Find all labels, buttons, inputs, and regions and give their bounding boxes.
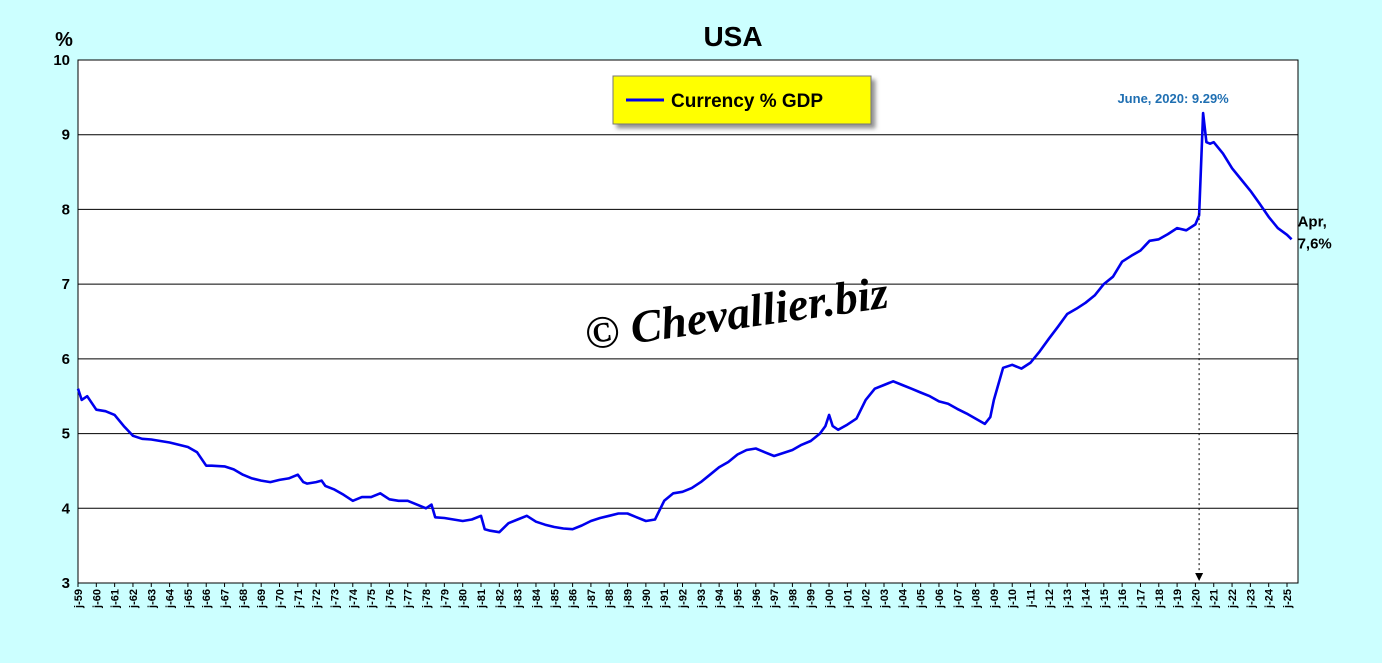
x-tick-label: j-60 (91, 589, 103, 609)
x-tick-label: j-94 (714, 588, 726, 609)
x-tick-label: j-80 (458, 589, 470, 609)
x-tick-label: j-17 (1135, 589, 1147, 609)
x-tick-label: j-91 (659, 589, 671, 609)
peak-arrow-head (1195, 573, 1204, 581)
x-tick-label: j-82 (494, 589, 506, 609)
x-tick-label: j-16 (1117, 589, 1129, 609)
x-tick-label: j-79 (439, 589, 451, 609)
x-tick-label: j-01 (842, 589, 854, 609)
x-tick-label: j-22 (1227, 589, 1239, 609)
x-tick-label: j-06 (934, 589, 946, 609)
x-tick-label: j-96 (751, 589, 763, 609)
x-tick-label: j-70 (275, 589, 287, 609)
x-tick-label: j-73 (329, 589, 341, 609)
x-tick-label: j-85 (549, 589, 561, 609)
x-tick-label: j-08 (971, 589, 983, 609)
y-unit-label: % (55, 29, 73, 51)
x-tick-label: j-68 (238, 589, 250, 609)
x-axis-ticks: j-59 j-60 j-61 j-62 j-63 j-64 j-65 j-66 j-67 j-68… (73, 583, 1294, 609)
x-tick-label: j-90 (641, 589, 653, 609)
x-tick-label: j-07 (952, 589, 964, 609)
x-tick-label: j-89 (623, 589, 635, 609)
legend: Currency % GDP (612, 75, 872, 125)
series-line-currency-gdp (76, 111, 1293, 534)
y-tick-label: 6 (62, 351, 70, 368)
x-tick-label: j-77 (403, 589, 415, 609)
x-tick-label: j-10 (1007, 589, 1019, 609)
x-tick-label: j-93 (696, 589, 708, 609)
x-tick-label: j-15 (1099, 589, 1111, 609)
legend-label: Currency % GDP (671, 91, 823, 112)
x-tick-label: j-21 (1209, 589, 1221, 609)
y-tick-label: 10 (53, 52, 70, 69)
x-tick-label: j-11 (1026, 589, 1038, 608)
last-value-label-value: 7,6% (1298, 235, 1332, 252)
x-tick-label: j-76 (384, 589, 396, 609)
x-tick-label: j-63 (146, 589, 158, 609)
x-tick-label: j-23 (1245, 589, 1257, 609)
y-tick-label: 9 (62, 127, 70, 144)
x-tick-label: j-59 (73, 589, 85, 609)
x-tick-label: j-19 (1172, 589, 1184, 609)
x-tick-label: j-84 (531, 588, 543, 609)
x-tick-label: j-09 (989, 589, 1001, 609)
peak-annotation: June, 2020: 9.29% (1117, 91, 1229, 106)
x-tick-label: j-14 (1081, 588, 1093, 609)
x-tick-label: j-67 (220, 589, 232, 609)
y-tick-label: 5 (62, 426, 70, 443)
y-axis-ticks: 3 4 5 6 7 8 9 10 (53, 52, 70, 592)
x-tick-label: j-69 (256, 589, 268, 609)
x-tick-label: j-97 (769, 589, 781, 609)
chart-title: USA (703, 21, 762, 52)
x-tick-label: j-12 (1044, 589, 1056, 609)
x-tick-label: j-78 (421, 589, 433, 609)
x-tick-label: j-05 (916, 589, 928, 609)
x-tick-label: j-71 (293, 589, 305, 609)
x-tick-label: j-62 (128, 589, 140, 609)
x-tick-label: j-03 (879, 589, 891, 609)
x-tick-label: j-88 (604, 589, 616, 609)
x-tick-label: j-86 (568, 589, 580, 609)
x-tick-label: j-00 (824, 589, 836, 609)
annotations: June, 2020: 9.29% Apr, 7,6% (1117, 91, 1332, 581)
x-tick-label: j-81 (476, 589, 488, 609)
series-layer (76, 111, 1293, 534)
last-value-label-month: Apr, (1298, 213, 1327, 230)
x-tick-label: j-13 (1062, 589, 1074, 609)
x-tick-label: j-02 (861, 589, 873, 609)
x-tick-label: j-83 (513, 589, 525, 609)
plot-area (77, 59, 1299, 584)
x-tick-label: j-87 (586, 589, 598, 609)
x-tick-label: j-20 (1190, 589, 1202, 609)
x-tick-label: j-74 (348, 588, 360, 609)
x-tick-label: j-66 (201, 589, 213, 609)
y-tick-label: 7 (62, 276, 70, 293)
x-tick-label: j-65 (183, 589, 195, 609)
x-tick-label: j-64 (165, 588, 177, 609)
x-tick-label: j-61 (110, 589, 122, 609)
x-tick-label: j-75 (366, 589, 378, 609)
x-tick-label: j-99 (806, 589, 818, 609)
x-tick-label: j-04 (897, 588, 909, 609)
x-tick-label: j-25 (1282, 589, 1294, 609)
x-tick-label: j-72 (311, 589, 323, 609)
x-tick-label: j-18 (1154, 589, 1166, 609)
y-tick-label: 4 (62, 500, 71, 517)
x-tick-label: j-92 (678, 589, 690, 609)
y-tick-label: 3 (62, 575, 70, 592)
y-tick-label: 8 (62, 201, 70, 218)
gridlines (78, 134, 1298, 509)
x-tick-label: j-24 (1264, 588, 1276, 609)
x-tick-label: j-98 (787, 589, 799, 609)
x-tick-label: j-95 (732, 589, 744, 609)
